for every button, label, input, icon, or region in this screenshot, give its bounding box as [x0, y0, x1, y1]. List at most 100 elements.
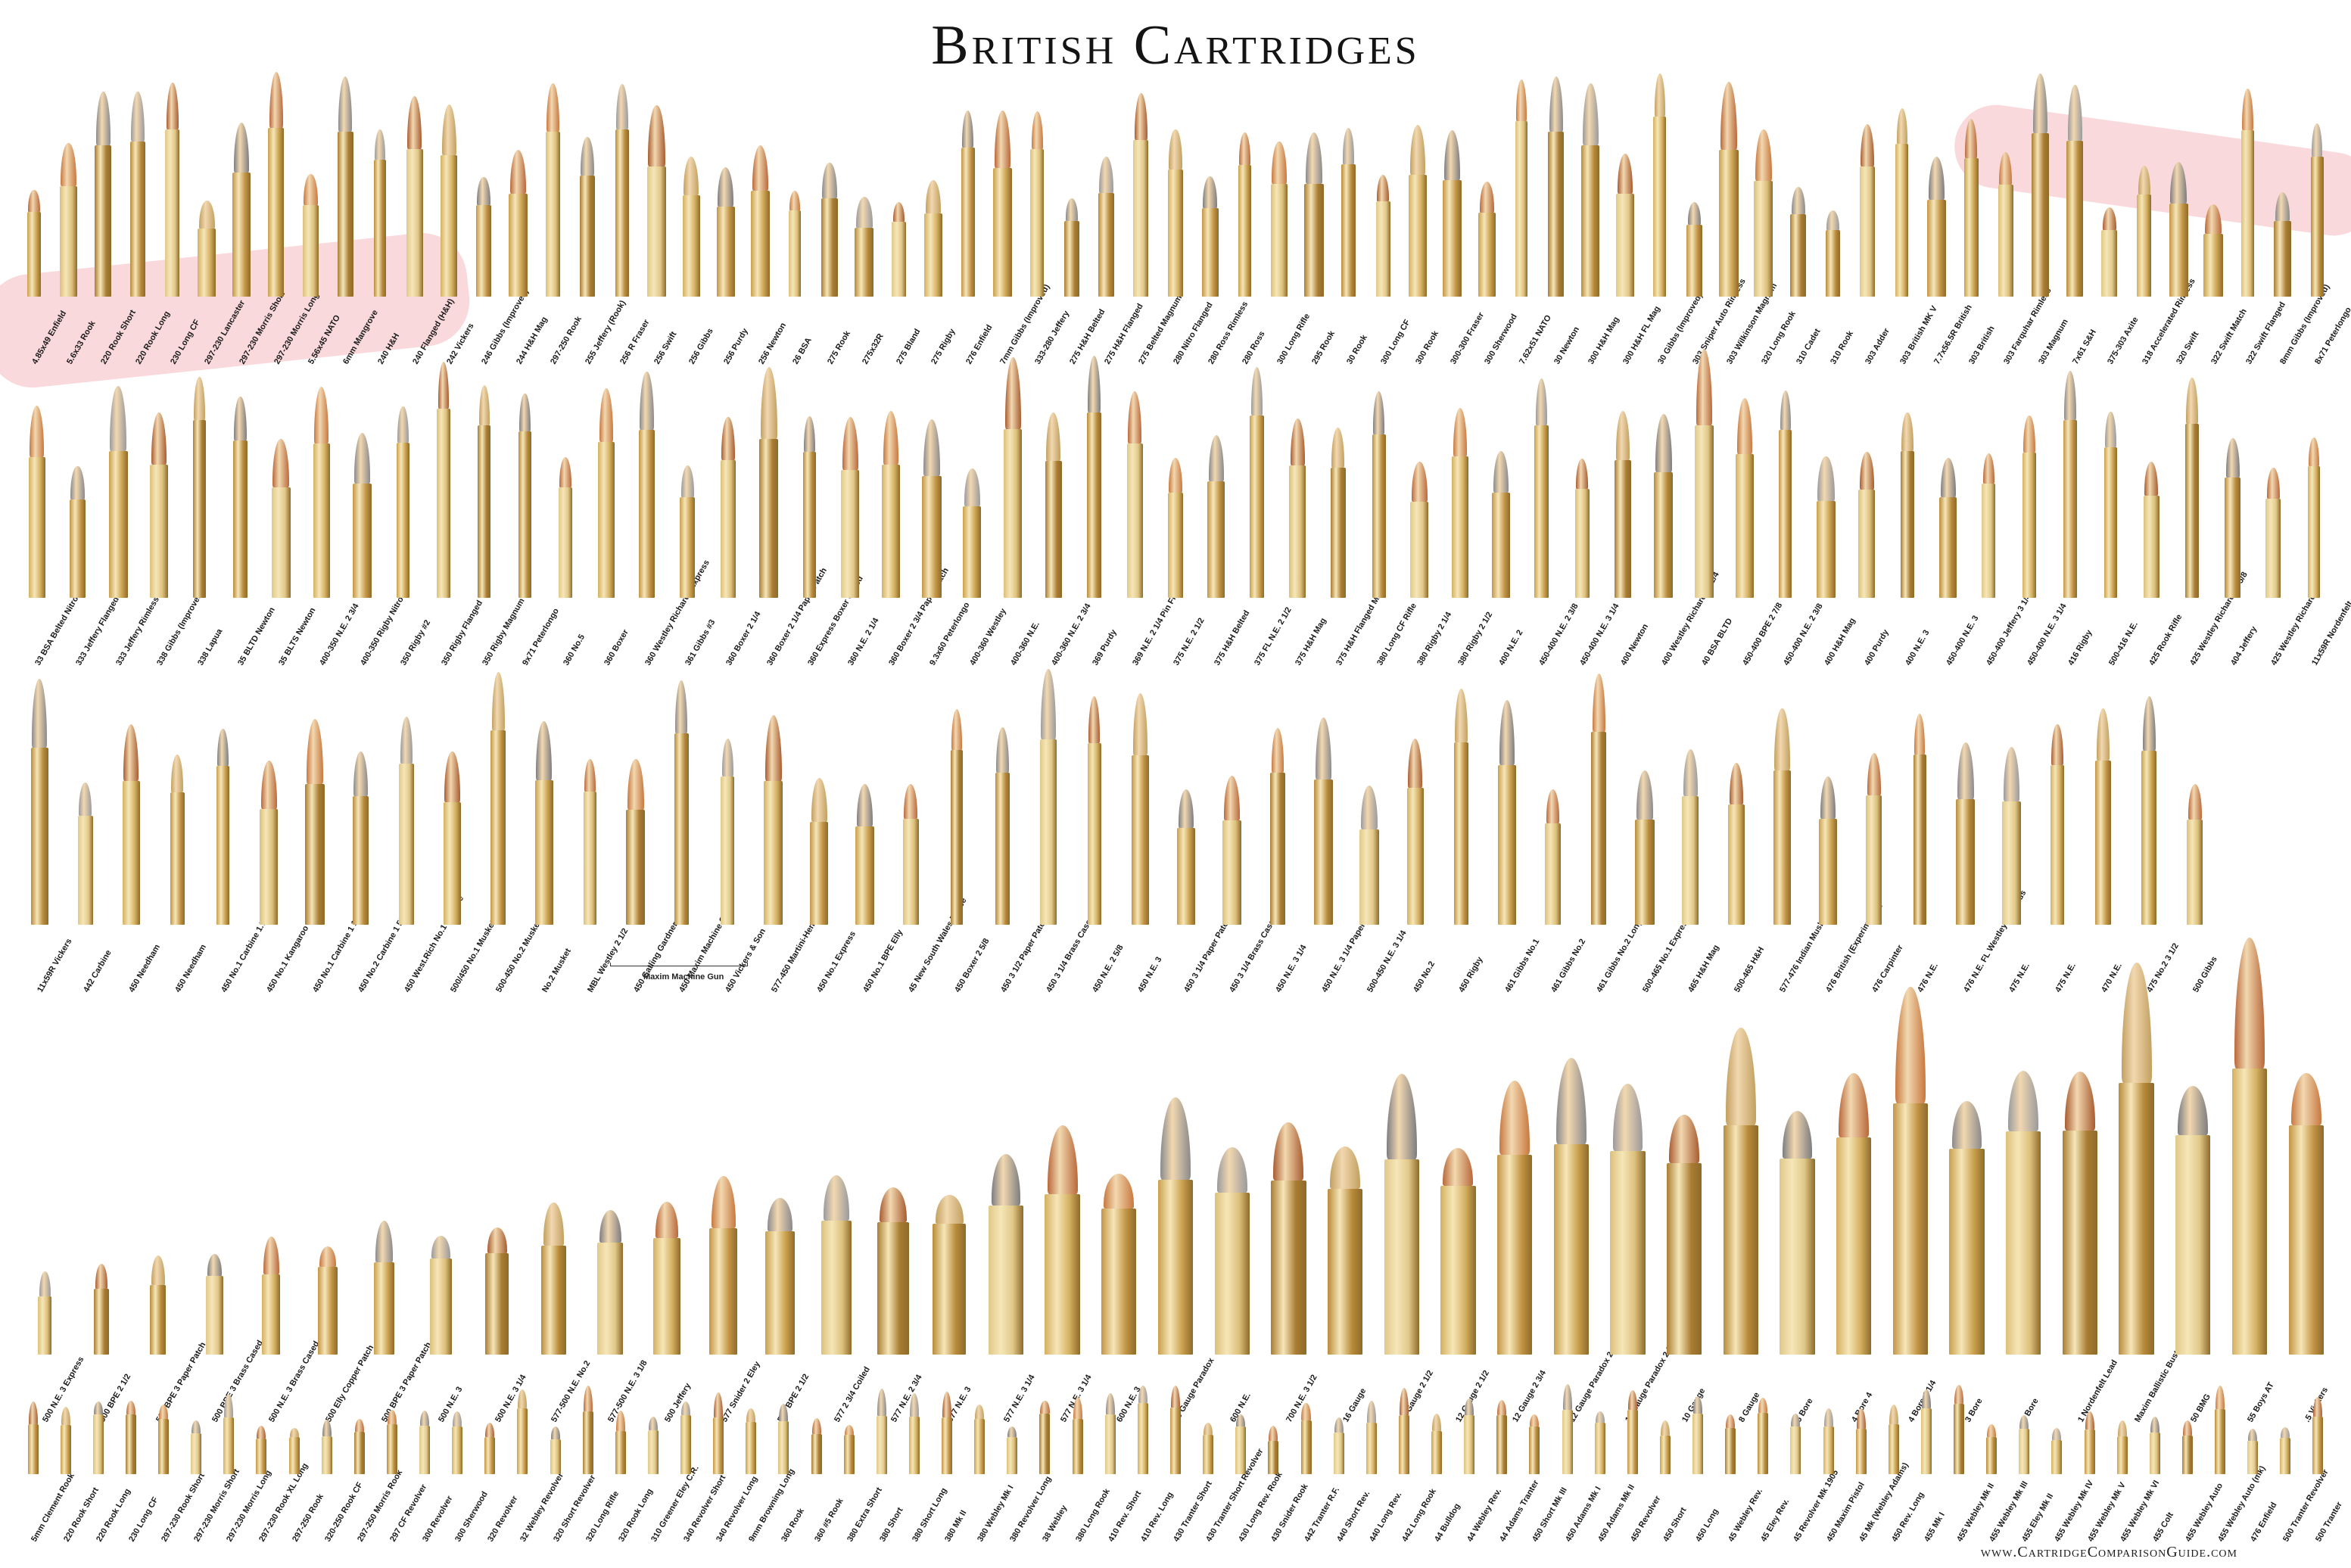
- bullet: [397, 406, 409, 443]
- cartridge-label: 500 Gibbs: [2191, 954, 2219, 994]
- bullet: [400, 717, 413, 764]
- cartridge: [1087, 696, 1101, 925]
- cartridge: [1045, 412, 1062, 598]
- cartridge: [708, 1175, 738, 1355]
- cartridge: [288, 1427, 300, 1474]
- bullet: [123, 723, 139, 781]
- cartridge-case: [517, 1408, 528, 1474]
- cartridge: [2062, 1072, 2098, 1355]
- cartridge-label: 450 No.1 Kangaroo: [265, 924, 311, 994]
- cartridge: [1939, 458, 1957, 598]
- cartridge: [2051, 723, 2064, 925]
- bullet: [1455, 688, 1468, 742]
- bullet: [1431, 1414, 1442, 1432]
- cartridge: [1895, 107, 1909, 297]
- cartridge: [256, 1426, 267, 1474]
- bullet: [1817, 456, 1835, 501]
- bullet: [746, 1408, 756, 1422]
- bullet: [1493, 450, 1509, 493]
- cartridge-label: 500-465 H&H: [1733, 945, 1767, 994]
- cartridge-case: [2203, 233, 2223, 297]
- bullet: [1636, 770, 1653, 820]
- bullet: [2275, 191, 2290, 222]
- cartridge-label: 295 Rook: [1309, 329, 1337, 366]
- cartridge-case: [1725, 1427, 1736, 1474]
- cartridge-label: 475 N.E.: [2054, 961, 2078, 994]
- cartridge: [2175, 1085, 2211, 1355]
- bullet: [1342, 128, 1355, 164]
- cartridge: [1529, 1414, 1540, 1474]
- cartridge-case: [961, 148, 975, 297]
- cartridge: [1653, 414, 1674, 598]
- cartridge: [583, 759, 596, 925]
- bullet: [1041, 669, 1056, 739]
- bullet: [1399, 1387, 1409, 1415]
- bullet: [1856, 1408, 1866, 1430]
- cartridge-case: [558, 487, 573, 598]
- cartridge: [1372, 390, 1386, 598]
- cartridge-label: 300 Revolver: [421, 1494, 455, 1544]
- cartridge: [1003, 357, 1023, 598]
- bullet: [322, 1420, 332, 1437]
- cartridge-case: [1686, 225, 1702, 297]
- bullet: [95, 92, 111, 145]
- cartridge-case: [579, 175, 596, 297]
- cartridge-label: 220 Rook Long: [94, 1487, 132, 1544]
- bullet: [2051, 723, 2063, 766]
- cartridge-label: 577-450 Martini-Henry: [769, 914, 821, 994]
- cartridge-case: [518, 431, 531, 598]
- bullet: [1334, 1417, 1344, 1433]
- cartridge: [353, 1419, 365, 1474]
- cartridge: [429, 1236, 452, 1355]
- cartridge-label: 40 BSA BLTD: [1700, 617, 1735, 667]
- cartridge: [2288, 1072, 2324, 1355]
- cartridge-case: [2051, 765, 2064, 925]
- cartridge: [579, 137, 596, 297]
- cartridge: [30, 678, 48, 925]
- cartridge: [582, 1385, 593, 1474]
- cartridge-label: 455 Eley Mk II: [2020, 1492, 2056, 1544]
- cartridge-case: [2247, 1440, 2259, 1474]
- cartridge: [1634, 770, 1655, 925]
- bullet: [1377, 175, 1390, 202]
- cartridge-label: 44 Bulldog: [1433, 1501, 1462, 1544]
- cartridge: [1725, 1414, 1736, 1474]
- cartridge-case: [373, 159, 386, 297]
- bullet: [374, 129, 385, 160]
- cartridge-case: [95, 145, 112, 297]
- cartridge-case: [108, 451, 128, 598]
- cartridge: [2022, 415, 2036, 598]
- cartridge: [963, 468, 982, 598]
- cartridge-label: 400-360 N.E.: [1009, 620, 1042, 667]
- cartridge: [1431, 1414, 1442, 1474]
- bullet: [1954, 1385, 1964, 1405]
- cartridge-case: [802, 451, 817, 598]
- cartridge: [615, 83, 629, 297]
- cartridge: [626, 759, 646, 925]
- cartridge-label: 220 Rook Short: [61, 1486, 101, 1544]
- cartridge: [2006, 1071, 2041, 1355]
- cartridge-case: [1271, 1181, 1306, 1355]
- cartridge-case: [1666, 1162, 1702, 1355]
- poster-title: British Cartridges: [931, 14, 1420, 76]
- cartridge: [518, 393, 531, 598]
- bullet: [375, 1221, 394, 1262]
- cartridge-case: [1327, 1188, 1363, 1355]
- cartridge-case: [2184, 424, 2200, 598]
- bullet: [1562, 1383, 1572, 1411]
- bullet: [2033, 73, 2048, 133]
- cartridge-label: 450 Boxer 2 5/8: [953, 937, 992, 994]
- cartridge-case: [38, 1296, 52, 1355]
- cartridge-case: [1719, 150, 1739, 297]
- cartridge: [1920, 1389, 1932, 1474]
- cartridge-case: [317, 1266, 338, 1355]
- bullet: [2216, 1386, 2225, 1410]
- cartridge-label: 380 Rigby 2 1/2: [1456, 610, 1495, 667]
- cartridge-case: [1823, 1426, 1834, 1474]
- cartridge-case: [995, 773, 1010, 925]
- cartridge-label: 577-476 Indian Musket: [1778, 913, 1831, 994]
- bullet: [877, 1389, 886, 1416]
- cartridge: [2203, 204, 2223, 297]
- cartridge-label: 276 Enfield: [964, 323, 995, 366]
- cartridge-case: [1758, 1413, 1769, 1474]
